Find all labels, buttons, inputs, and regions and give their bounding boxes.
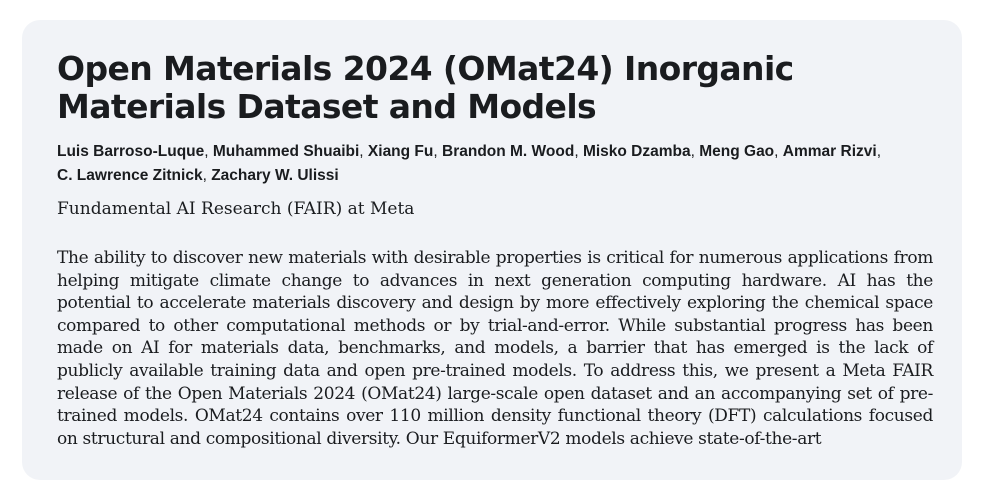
abstract-text: The ability to discover new materials wi…: [57, 248, 933, 449]
author-name: Xiang Fu,: [367, 143, 442, 160]
affiliation: Fundamental AI Research (FAIR) at Meta: [57, 199, 415, 219]
author-name: Ammar Rizvi,: [782, 143, 881, 160]
author-name: C. Lawrence Zitnick,: [57, 167, 212, 184]
paper-header-card: Open Materials 2024 (OMat24) Inorganic M…: [22, 20, 962, 480]
author-name: Misko Dzamba,: [582, 143, 700, 160]
author-name: Luis Barroso-Luque,: [57, 143, 213, 160]
author-name: Meng Gao,: [699, 143, 783, 160]
author-name: Muhammed Shuaibi,: [212, 143, 368, 160]
paper-title: Open Materials 2024 (OMat24) Inorganic M…: [57, 49, 794, 126]
author-name: Zachary W. Ulissi: [211, 167, 339, 184]
author-name: Brandon M. Wood,: [442, 143, 583, 160]
author-list: Luis Barroso-Luque, Muhammed Shuaibi, Xi…: [57, 140, 937, 188]
